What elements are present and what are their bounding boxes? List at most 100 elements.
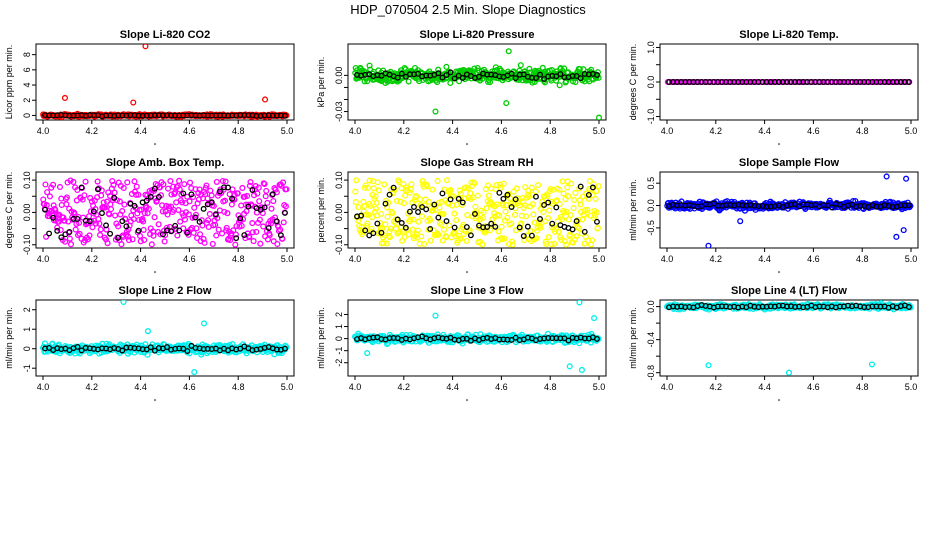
black-point: [229, 195, 236, 202]
data-point: [139, 215, 146, 222]
x-tick-label: 4.6: [495, 382, 508, 392]
outlier-point: [61, 94, 69, 102]
plot-frame: [347, 43, 607, 121]
data-point: [561, 238, 568, 245]
data-point: [131, 178, 138, 185]
black-point: [504, 191, 511, 198]
data-point: [483, 227, 491, 234]
black-point: [269, 191, 276, 198]
data-point: [193, 225, 200, 232]
panel-title: Slope Li-820 Pressure: [420, 29, 535, 41]
data-point: [57, 226, 64, 234]
outlier-point: [364, 350, 371, 357]
y-tick-label: -0.8: [646, 365, 656, 381]
data-points: [352, 48, 603, 120]
black-point: [528, 232, 535, 239]
data-point: [60, 214, 67, 221]
black-point: [160, 231, 166, 238]
data-point: [453, 217, 460, 224]
chart-panel: Slope Li-820 Pressure 4.0 4.2 4.4 4.6 4.8 5.0 0…: [316, 29, 607, 145]
data-points: [39, 300, 290, 376]
data-point: [129, 236, 136, 243]
black-point: [488, 220, 495, 227]
black-point: [111, 194, 118, 201]
data-point: [468, 179, 475, 186]
data-point: [556, 82, 563, 89]
data-point: [565, 193, 572, 200]
data-point: [141, 236, 148, 244]
black-point: [415, 209, 421, 215]
black-point: [115, 234, 122, 241]
chart-panel: Slope Line 3 Flow 4.0 4.2 4.4 4.6 4.8 5.0 2 1 0 -1…: [316, 285, 607, 401]
black-point: [406, 208, 413, 215]
x-tick-label: 4.0: [37, 254, 50, 264]
data-point: [440, 210, 447, 218]
black-point: [565, 337, 572, 344]
data-point: [386, 234, 393, 241]
data-point: [593, 188, 600, 195]
data-point: [264, 199, 271, 206]
data-point: [567, 212, 574, 219]
data-point: [282, 203, 289, 210]
black-point: [155, 194, 162, 200]
data-point: [769, 78, 776, 86]
x-tick-label: 4.0: [37, 126, 50, 136]
black-point: [282, 345, 288, 352]
data-point: [177, 218, 184, 225]
y-tick-label: 0.00: [334, 204, 344, 222]
data-point: [871, 78, 878, 86]
data-point: [474, 192, 481, 199]
chart-panel: Slope Amb. Box Temp. 4.0 4.2 4.4 4.6 4.8 5.0 0.…: [4, 157, 295, 273]
data-point: [405, 78, 412, 85]
data-point: [249, 229, 256, 236]
data-point: [586, 178, 593, 185]
black-point: [225, 184, 231, 191]
y-tick-label: 2: [22, 98, 32, 103]
data-point: [566, 231, 574, 238]
data-point: [353, 177, 360, 184]
data-point: [187, 179, 194, 186]
data-point: [532, 188, 539, 195]
x-tick-label: 4.2: [398, 254, 411, 264]
data-point: [224, 210, 231, 217]
plot-frame: [35, 43, 295, 121]
black-point: [577, 183, 584, 190]
black-point: [451, 75, 458, 82]
y-tick-label: 0.10: [334, 171, 344, 189]
x-tick-label: 4.8: [544, 126, 557, 136]
outlier-point: [142, 44, 149, 50]
data-point: [255, 184, 262, 191]
y-tick-label: 0.00: [334, 67, 344, 85]
data-point: [589, 192, 596, 199]
black-point: [135, 227, 142, 234]
axis-mark: [466, 399, 468, 401]
black-point: [192, 214, 199, 221]
black-point: [459, 74, 466, 81]
data-point: [184, 193, 191, 200]
black-point: [62, 231, 69, 238]
data-point: [193, 234, 201, 242]
data-point: [522, 184, 529, 191]
data-point: [257, 240, 264, 247]
plot-frame: [659, 299, 919, 377]
black-point: [594, 335, 600, 342]
y-axis-label: degrees C per min.: [628, 44, 638, 121]
data-point: [485, 192, 492, 199]
outlier-point: [503, 100, 510, 107]
x-tick-label: 4.4: [758, 126, 771, 136]
data-point: [406, 189, 413, 196]
axis-mark: [466, 271, 468, 273]
data-point: [500, 202, 507, 209]
black-point: [394, 216, 401, 223]
data-point: [467, 190, 474, 197]
data-point: [111, 212, 119, 219]
y-tick-label: 0: [22, 346, 32, 351]
data-point: [181, 216, 188, 223]
data-point: [110, 181, 117, 189]
y-tick-label: -0.10: [22, 235, 32, 256]
data-point: [544, 215, 552, 222]
data-point: [358, 231, 366, 238]
black-point: [537, 71, 543, 78]
chart-panel: Slope Sample Flow 4.0 4.2 4.4 4.6 4.8 5.0 0.5 0.…: [628, 157, 919, 273]
